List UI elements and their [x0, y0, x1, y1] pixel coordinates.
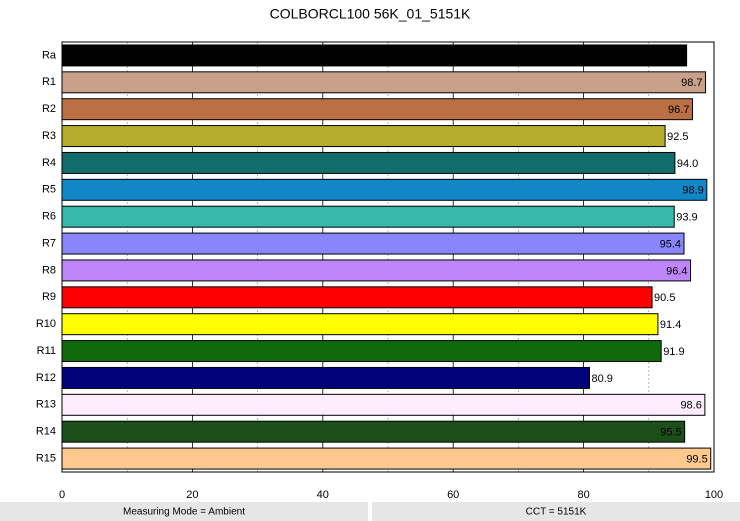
bar: [61, 98, 693, 121]
bar: [61, 447, 712, 470]
y-tick-label: R14: [36, 426, 56, 438]
status-left: Measuring Mode = Ambient: [123, 507, 245, 518]
y-tick-label: R3: [42, 130, 56, 142]
status-right: CCT = 5151K: [526, 507, 587, 518]
bar: [61, 313, 659, 336]
y-tick-label: R5: [42, 184, 56, 196]
value-label: 92.5: [667, 131, 688, 143]
y-tick-label: R7: [42, 237, 56, 249]
value-label: 91.4: [660, 319, 681, 331]
status-box: [372, 502, 740, 521]
value-label: 95.8: [662, 50, 683, 62]
bar: [61, 366, 590, 389]
bar: [61, 340, 662, 363]
value-label: 90.5: [654, 292, 675, 304]
bar: [61, 151, 676, 174]
x-tick-label: 60: [447, 489, 459, 501]
plot-frame: [61, 41, 715, 473]
bar: [61, 125, 666, 148]
bar: [61, 286, 653, 309]
value-label: 95.4: [660, 238, 681, 250]
y-tick-label: R13: [36, 399, 56, 411]
x-tick-label: 20: [186, 489, 198, 501]
y-tick-label: R9: [42, 291, 56, 303]
value-label: 99.5: [686, 453, 707, 465]
bar: [61, 71, 707, 94]
bar: [61, 44, 688, 67]
value-label: 98.6: [680, 400, 701, 412]
y-tick-label: R11: [37, 345, 56, 357]
y-tick-label: R4: [42, 157, 56, 169]
value-label: 91.9: [663, 346, 684, 358]
y-tick-label: R12: [36, 372, 56, 384]
value-label: 93.9: [676, 212, 697, 224]
value-label: 98.9: [682, 185, 703, 197]
y-tick-label: R15: [36, 452, 56, 464]
x-tick-label: 80: [577, 489, 589, 501]
value-label: 95.5: [660, 427, 681, 439]
value-label: 94.0: [677, 158, 698, 170]
value-label: 98.7: [681, 77, 702, 89]
y-tick-label: R10: [36, 318, 56, 330]
y-tick-label: Ra: [42, 49, 57, 61]
status-box: [0, 502, 368, 521]
bar: [61, 178, 708, 201]
value-label: 96.7: [668, 104, 689, 116]
y-tick-label: R8: [42, 264, 56, 276]
y-tick-label: R2: [42, 103, 56, 115]
bar: [61, 232, 685, 255]
x-tick-label: 40: [317, 489, 329, 501]
y-tick-label: R1: [42, 76, 56, 88]
bar: [61, 420, 686, 443]
value-label: 80.9: [591, 373, 612, 385]
chart-title: COLBORCL100 56K_01_5151K: [270, 6, 471, 22]
bar: [61, 259, 692, 282]
y-tick-label: R6: [42, 211, 56, 223]
value-label: 96.4: [666, 265, 687, 277]
bar: [61, 393, 706, 416]
bar: [61, 205, 675, 228]
x-tick-label: 100: [705, 489, 723, 501]
x-tick-label: 0: [59, 489, 65, 501]
